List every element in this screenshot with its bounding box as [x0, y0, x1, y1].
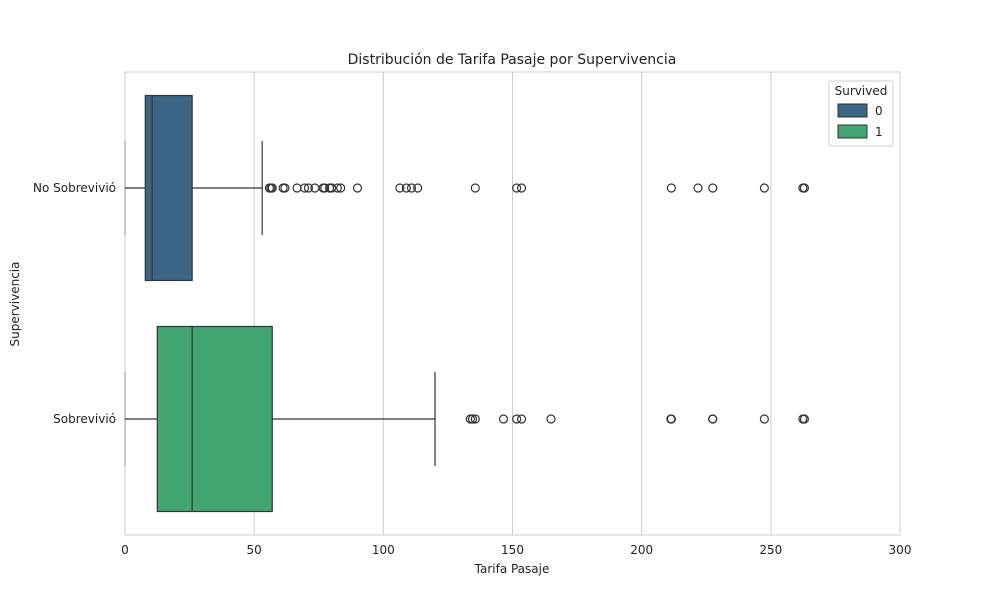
legend-swatch-0	[837, 103, 868, 118]
x-tick-label-6: 300	[889, 543, 912, 557]
y-tick-label-0: No Sobrevivió	[33, 181, 116, 195]
box-0	[144, 94, 193, 282]
outlier-1-4	[512, 414, 522, 424]
outlier-0-12	[327, 183, 337, 193]
outlier-0-6	[299, 183, 310, 193]
outlier-0-4	[280, 183, 290, 193]
legend-swatch-1	[837, 124, 868, 139]
outlier-0-10	[320, 183, 330, 193]
y-axis-label: Supervivencia	[8, 262, 22, 347]
y-tick-label-1: Sobrevivió	[53, 412, 116, 426]
outlier-0-21	[512, 183, 522, 193]
outlier-0-13	[332, 183, 342, 193]
outlier-1-13	[799, 414, 810, 424]
outlier-0-20	[470, 183, 480, 193]
x-tick-label-5: 250	[759, 543, 782, 557]
legend-label-1: 1	[875, 125, 883, 139]
outlier-0-23	[666, 183, 676, 193]
box-1	[156, 325, 273, 513]
outlier-0-26	[759, 183, 769, 193]
chart-title: Distribución de Tarifa Pasaje por Superv…	[348, 52, 677, 68]
outlier-1-3	[498, 414, 509, 424]
outlier-0-15	[352, 183, 363, 193]
legend: Survived 0 1	[828, 80, 894, 147]
outlier-1-1	[467, 414, 478, 424]
x-tick-label-1: 50	[247, 543, 262, 557]
x-tick-label-3: 150	[501, 543, 524, 557]
outlier-1-11	[759, 414, 769, 424]
legend-title: Survived	[835, 84, 888, 98]
x-tick-label-2: 100	[372, 543, 395, 557]
outlier-0-2	[267, 183, 277, 193]
outlier-0-18	[406, 183, 417, 193]
outlier-0-17	[401, 183, 411, 193]
x-axis-label: Tarifa Pasaje	[474, 562, 550, 576]
outlier-0-25	[708, 183, 718, 193]
legend-label-0: 0	[875, 104, 883, 118]
outlier-0-24	[693, 183, 703, 193]
outlier-0-28	[799, 183, 810, 193]
outlier-0-14	[336, 183, 346, 193]
outlier-0-19	[413, 183, 423, 193]
outlier-1-2	[470, 414, 480, 424]
outlier-0-16	[395, 183, 405, 193]
x-tick-label-4: 200	[630, 543, 653, 557]
outlier-0-22	[516, 183, 527, 193]
outlier-1-6	[546, 414, 556, 424]
outlier-1-8	[666, 414, 676, 424]
outlier-1-10	[708, 414, 718, 424]
outlier-1-5	[516, 414, 527, 424]
outlier-0-7	[303, 183, 314, 193]
x-tick-label-0: 0	[121, 543, 129, 557]
